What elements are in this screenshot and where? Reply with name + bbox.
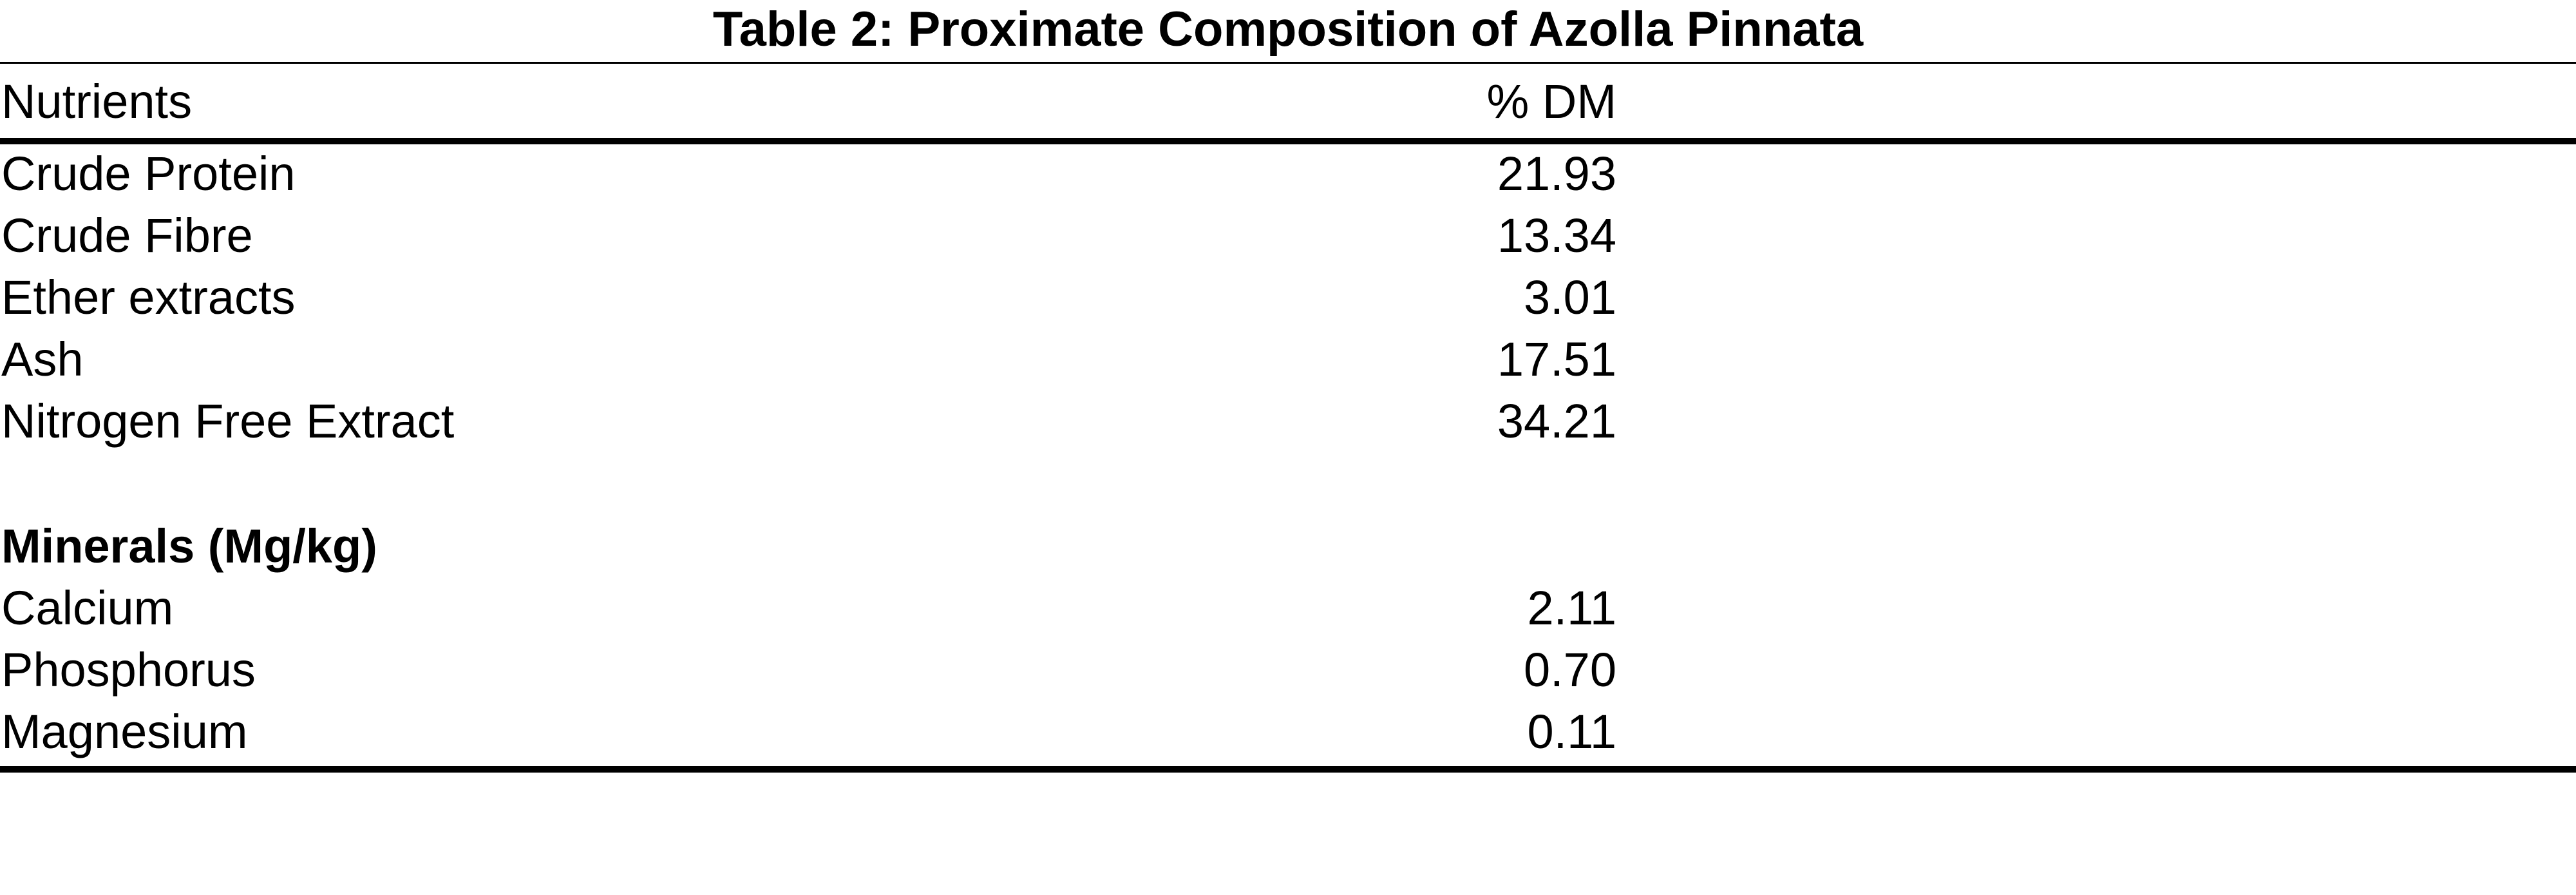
row-value: 2.11 [1527, 581, 1616, 635]
row-value: 3.01 [1523, 271, 1616, 324]
row-label: Nitrogen Free Extract [1, 394, 455, 448]
row-label: Phosphorus [1, 643, 256, 697]
column-header: % DM [1486, 75, 1616, 128]
top-rule [0, 62, 2576, 64]
row-value: 13.34 [1497, 209, 1616, 262]
bottom-rule [0, 766, 2576, 773]
row-label: Magnesium [1, 705, 248, 758]
column-header: Nutrients [1, 75, 193, 128]
row-value: 0.11 [1527, 705, 1616, 758]
row-value: 17.51 [1497, 332, 1616, 386]
row-label: Ether extracts [1, 271, 296, 324]
row-value: 34.21 [1497, 394, 1616, 448]
row-label: Ash [1, 332, 84, 386]
row-value: 0.70 [1523, 643, 1616, 697]
header-rule [0, 138, 2576, 144]
row-label: Calcium [1, 581, 174, 635]
row-label: Crude Fibre [1, 209, 253, 262]
section-heading: Minerals (Mg/kg) [1, 519, 377, 573]
row-value: 21.93 [1497, 147, 1616, 200]
table-title: Table 2: Proximate Composition of Azolla… [712, 2, 1864, 57]
row-label: Crude Protein [1, 147, 296, 200]
